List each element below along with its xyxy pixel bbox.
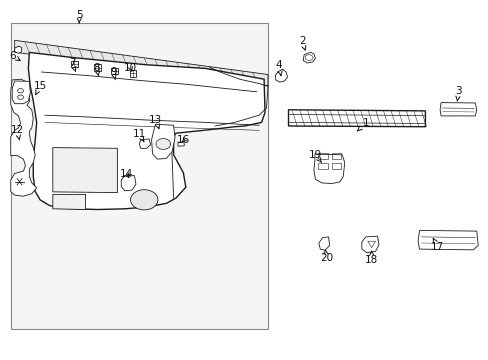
Text: 17: 17 — [430, 238, 444, 252]
Polygon shape — [178, 142, 184, 146]
Bar — [317, 153, 327, 159]
Text: 2: 2 — [298, 36, 305, 50]
Polygon shape — [15, 40, 267, 86]
Text: 19: 19 — [308, 150, 322, 163]
Circle shape — [156, 139, 170, 149]
Polygon shape — [275, 69, 287, 82]
Polygon shape — [303, 52, 315, 63]
Polygon shape — [15, 46, 21, 53]
Polygon shape — [318, 237, 329, 250]
Text: 18: 18 — [364, 251, 378, 265]
Text: 1: 1 — [357, 118, 368, 131]
Text: 12: 12 — [10, 125, 24, 140]
Text: 7: 7 — [69, 58, 76, 71]
Bar — [11, 23, 267, 329]
Polygon shape — [12, 81, 30, 104]
Polygon shape — [111, 68, 118, 74]
Polygon shape — [313, 154, 344, 184]
Polygon shape — [151, 124, 175, 159]
Polygon shape — [129, 70, 136, 77]
Text: 5: 5 — [76, 10, 82, 23]
Text: 11: 11 — [132, 129, 146, 142]
Text: 10: 10 — [124, 63, 137, 73]
Polygon shape — [439, 103, 476, 116]
Polygon shape — [121, 176, 136, 191]
Text: 13: 13 — [148, 114, 162, 129]
Text: 8: 8 — [93, 63, 100, 76]
Text: 15: 15 — [33, 81, 47, 95]
Circle shape — [305, 55, 312, 60]
Text: 6: 6 — [9, 51, 20, 61]
Text: 20: 20 — [320, 250, 332, 264]
Polygon shape — [94, 64, 101, 71]
Polygon shape — [417, 230, 477, 250]
Polygon shape — [53, 194, 85, 210]
Text: 9: 9 — [110, 67, 117, 80]
Polygon shape — [288, 110, 425, 127]
Bar — [331, 163, 341, 169]
Text: 3: 3 — [454, 86, 461, 101]
Text: 4: 4 — [275, 60, 282, 76]
Polygon shape — [28, 53, 264, 210]
Bar — [317, 163, 327, 169]
Circle shape — [130, 190, 158, 210]
Polygon shape — [53, 148, 117, 193]
Bar — [331, 153, 341, 159]
Text: 16: 16 — [177, 135, 190, 145]
Polygon shape — [11, 79, 37, 196]
Polygon shape — [361, 236, 378, 253]
Polygon shape — [367, 241, 375, 248]
Text: 14: 14 — [119, 168, 133, 179]
Polygon shape — [71, 61, 78, 67]
Polygon shape — [139, 139, 150, 148]
